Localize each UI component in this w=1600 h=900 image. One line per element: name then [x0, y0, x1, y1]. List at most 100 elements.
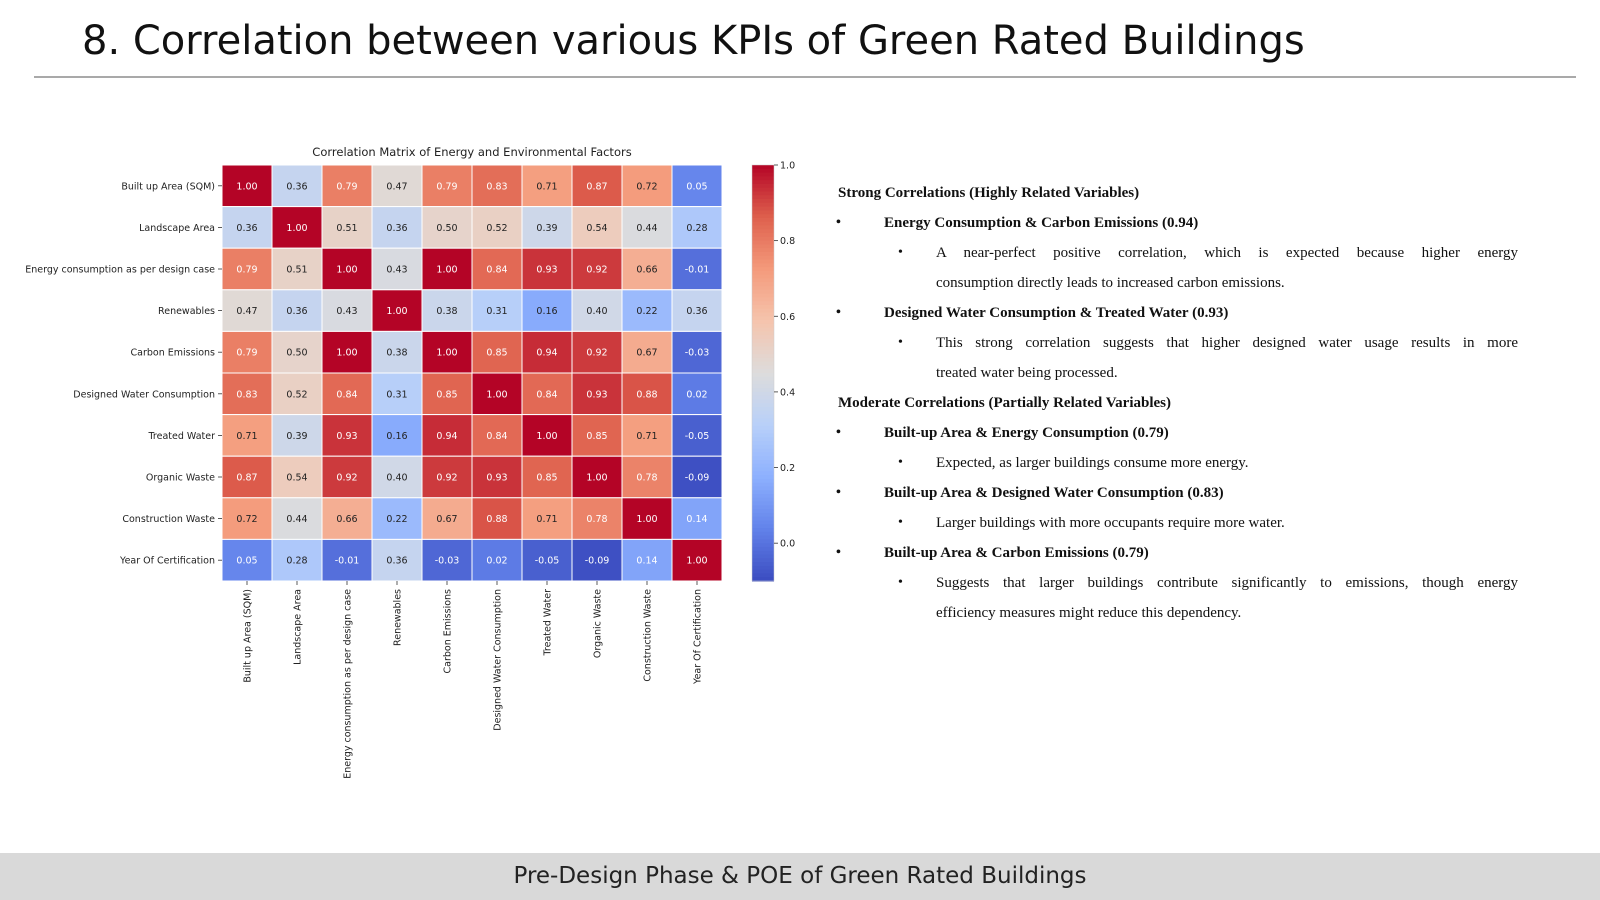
- cell-value-label: 0.54: [586, 223, 607, 234]
- heatmap-cell: [271, 497, 323, 540]
- colorbar-segment: [752, 248, 774, 253]
- strong-item-detail: • This strong correlation suggests that …: [838, 328, 1518, 358]
- colorbar-segment: [752, 346, 774, 351]
- bullet-icon: •: [836, 215, 841, 230]
- colorbar-segment: [752, 361, 774, 367]
- cell-value-label: 0.05: [686, 181, 707, 192]
- heatmap-cell: [621, 497, 673, 540]
- strong-item-water: • Designed Water Consumption & Treated W…: [836, 298, 1518, 328]
- bullet-icon: •: [836, 305, 841, 320]
- heatmap-cell: [321, 247, 373, 291]
- cell-value-label: 1.00: [436, 265, 457, 276]
- strong-item-detail-cont: consumption directly leads to increased …: [838, 268, 1518, 298]
- cell-value-label: 1.00: [386, 306, 407, 317]
- x-tick-label: Organic Waste: [593, 589, 604, 658]
- cell-value-label: 0.36: [386, 223, 407, 234]
- chart-title: Correlation Matrix of Energy and Environ…: [312, 145, 631, 159]
- cell-value-label: -0.05: [685, 431, 710, 442]
- colorbar-segment: [752, 497, 774, 503]
- colorbar-segment: [752, 448, 774, 454]
- heatmap-cell: [371, 497, 423, 540]
- cell-value-label: 0.36: [386, 556, 407, 567]
- slide-title: 8. Correlation between various KPIs of G…: [82, 18, 1305, 64]
- cell-value-label: 0.38: [386, 348, 407, 359]
- footer-title: Pre-Design Phase & POE of Green Rated Bu…: [513, 863, 1087, 889]
- cell-value-label: 0.39: [536, 223, 557, 234]
- colorbar-tick-label: 0.4: [780, 387, 795, 398]
- heatmap-cell: [321, 330, 373, 374]
- heatmap-cell: [471, 289, 523, 332]
- cell-value-label: 0.84: [536, 389, 557, 400]
- y-tick-label: Designed Water Consumption: [73, 389, 215, 400]
- heatmap-cell: [571, 497, 623, 540]
- colorbar-segment: [752, 539, 774, 544]
- colorbar-segment: [752, 286, 774, 291]
- heatmap-cell: [321, 372, 373, 416]
- colorbar-segment: [752, 554, 774, 559]
- bullet-icon: •: [898, 575, 903, 590]
- colorbar-segment: [752, 486, 774, 491]
- heatmap-cell: [671, 247, 723, 291]
- cell-value-label: 0.28: [286, 556, 307, 567]
- strong-item-title: Energy Consumption & Carbon Emissions (0…: [884, 215, 1199, 231]
- colorbar-tick-label: 0.2: [780, 463, 795, 474]
- bullet-icon: •: [898, 455, 903, 470]
- heatmap-cell: [521, 330, 573, 374]
- heatmap-cell: [471, 538, 523, 582]
- cell-value-label: 0.94: [536, 348, 557, 359]
- colorbar-segment: [752, 418, 774, 423]
- cell-value-label: 0.50: [436, 223, 457, 234]
- cell-value-label: 1.00: [536, 431, 557, 442]
- cell-value-label: 0.94: [436, 431, 457, 442]
- cell-value-label: 0.51: [286, 265, 307, 276]
- colorbar-segment: [752, 535, 774, 540]
- heatmap-cell: [671, 455, 723, 499]
- colorbar-segment: [752, 202, 774, 208]
- colorbar-segment: [752, 414, 774, 419]
- cell-value-label: 0.93: [586, 389, 607, 400]
- colorbar-segment: [752, 225, 774, 230]
- y-tick-label: Year Of Certification: [119, 556, 215, 567]
- cell-value-label: 1.00: [686, 556, 707, 567]
- cell-value-label: 0.79: [236, 265, 257, 276]
- colorbar-segment: [752, 524, 774, 529]
- cell-value-label: 0.93: [536, 265, 557, 276]
- colorbar-segment: [752, 270, 774, 276]
- cell-value-label: 0.51: [336, 223, 357, 234]
- colorbar-segment: [752, 550, 774, 556]
- cell-value-label: 0.66: [636, 265, 657, 276]
- heatmap-cell: [571, 330, 623, 374]
- colorbar-segment: [752, 259, 774, 264]
- colorbar-segment: [752, 183, 774, 189]
- moderate-item-title: Built-up Area & Carbon Emissions (0.79): [884, 545, 1149, 561]
- heatmap-cell: [621, 330, 673, 374]
- x-tick-label: Designed Water Consumption: [493, 589, 504, 731]
- y-tick-label: Organic Waste: [146, 473, 215, 484]
- moderate-item-detail: • Larger buildings with more occupants r…: [838, 508, 1518, 538]
- cell-value-label: 1.00: [486, 389, 507, 400]
- colorbar-segment: [752, 490, 774, 495]
- cell-value-label: -0.09: [585, 556, 610, 567]
- colorbar-segment: [752, 221, 774, 227]
- heatmap-cell: [521, 206, 573, 249]
- detail-line: Suggests that larger buildings contribut…: [936, 575, 1518, 591]
- x-tick-label: Construction Waste: [643, 589, 654, 682]
- cell-value-label: 1.00: [636, 514, 657, 525]
- y-tick-label: Construction Waste: [122, 514, 215, 525]
- heatmap-cell: [521, 247, 573, 291]
- colorbar-segment: [752, 459, 774, 465]
- colorbar-segment: [752, 384, 774, 389]
- heatmap-cell: [221, 247, 273, 291]
- cell-value-label: 0.54: [286, 473, 307, 484]
- cell-value-label: -0.03: [435, 556, 460, 567]
- cell-value-label: 0.22: [636, 306, 657, 317]
- colorbar-segment: [752, 320, 774, 325]
- strong-item-detail: • A near-perfect positive correlation, w…: [838, 238, 1518, 268]
- colorbar-segment: [752, 531, 774, 537]
- x-tick-label: Landscape Area: [293, 589, 304, 665]
- bullet-icon: •: [898, 245, 903, 260]
- cell-value-label: 1.00: [586, 473, 607, 484]
- cell-value-label: 1.00: [286, 223, 307, 234]
- cell-value-label: -0.05: [535, 556, 560, 567]
- colorbar-segment: [752, 512, 774, 518]
